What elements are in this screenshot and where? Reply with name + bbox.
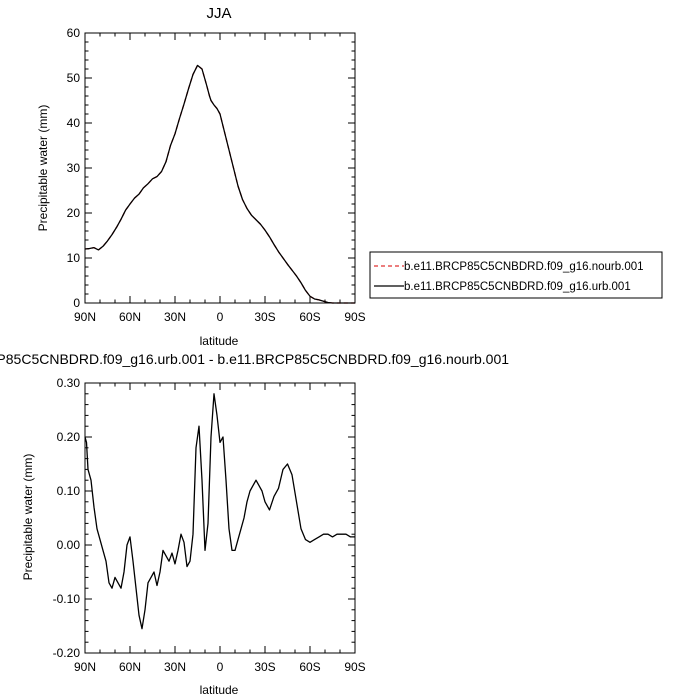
top-plot-x-axis-label: latitude — [200, 334, 239, 348]
bottom-plot-x-tick-label: 60S — [299, 660, 320, 674]
bottom-plot-y-tick-label: 0.20 — [57, 430, 81, 444]
top-plot-series-line-0 — [84, 64, 355, 304]
top-plot-y-tick-label: 60 — [67, 26, 81, 40]
bottom-plot-x-axis-label: latitude — [200, 683, 239, 697]
top-plot-frame — [84, 32, 356, 304]
top-plot-y-tick-label: 20 — [67, 206, 81, 220]
top-plot-y-tick-label: 0 — [73, 296, 80, 310]
top-plot-y-tick-label: 10 — [67, 251, 81, 265]
bottom-plot-y-tick-label: -0.20 — [53, 646, 81, 660]
top-plot-x-tick-label: 30N — [164, 310, 186, 324]
bottom-plot-series — [84, 393, 355, 630]
bottom-plot-x-tick-label: 30N — [164, 660, 186, 674]
top-plot: JJA Precipitable water (mm) latitude 90N… — [36, 5, 366, 348]
top-plot-x-tick-label: 60N — [119, 310, 141, 324]
bottom-plot-title: b.e11.BRCP85C5CNBDRD.f09_g16.urb.001 - b… — [0, 351, 509, 367]
bottom-plot-x-tick-label: 0 — [217, 660, 224, 674]
bottom-plot: b.e11.BRCP85C5CNBDRD.f09_g16.urb.001 - b… — [0, 351, 509, 697]
bottom-plot-y-tick-label: 0.00 — [57, 538, 81, 552]
bottom-plot-x-tick-label: 30S — [254, 660, 275, 674]
bottom-plot-y-tick-label: 0.30 — [57, 376, 81, 390]
top-plot-series — [84, 64, 355, 304]
top-plot-axes: 90N 60N 30N 0 30S 60S 90S 0 10 20 30 40 50 60 — [67, 26, 366, 324]
top-plot-y-axis-label: Precipitable water (mm) — [36, 105, 50, 232]
bottom-plot-series-line-0 — [84, 393, 355, 630]
top-plot-y-tick-label: 40 — [67, 116, 81, 130]
top-plot-x-tick-label: 30S — [254, 310, 275, 324]
bottom-plot-x-tick-label: 60N — [119, 660, 141, 674]
top-plot-title: JJA — [206, 5, 231, 22]
bottom-plot-y-tick-label: -0.10 — [53, 592, 81, 606]
bottom-plot-y-tick-label: 0.10 — [57, 484, 81, 498]
top-plot-y-tick-label: 50 — [67, 71, 81, 85]
chart-legend: b.e11.BRCP85C5CNBDRD.f09_g16.nourb.001 b… — [369, 251, 663, 299]
bottom-plot-y-axis-label: Precipitable water (mm) — [21, 454, 35, 581]
bottom-plot-frame — [84, 382, 356, 654]
top-plot-x-tick-label: 60S — [299, 310, 320, 324]
legend-label-nourb: b.e11.BRCP85C5CNBDRD.f09_g16.nourb.001 — [404, 261, 644, 273]
top-plot-series-line-1 — [84, 64, 355, 304]
legend-label-urb: b.e11.BRCP85C5CNBDRD.f09_g16.urb.001 — [404, 281, 631, 293]
bottom-plot-x-tick-label: 90S — [344, 660, 365, 674]
legend-box — [369, 251, 663, 299]
top-plot-y-tick-label: 30 — [67, 161, 81, 175]
top-plot-x-tick-label: 0 — [217, 310, 224, 324]
bottom-plot-axes: 90N 60N 30N 0 30S 60S 90S -0.20 -0.10 0.00 0.10 0.2… — [53, 376, 366, 674]
top-plot-x-tick-label: 90S — [344, 310, 365, 324]
top-plot-x-tick-label: 90N — [74, 310, 96, 324]
bottom-plot-x-tick-label: 90N — [74, 660, 96, 674]
